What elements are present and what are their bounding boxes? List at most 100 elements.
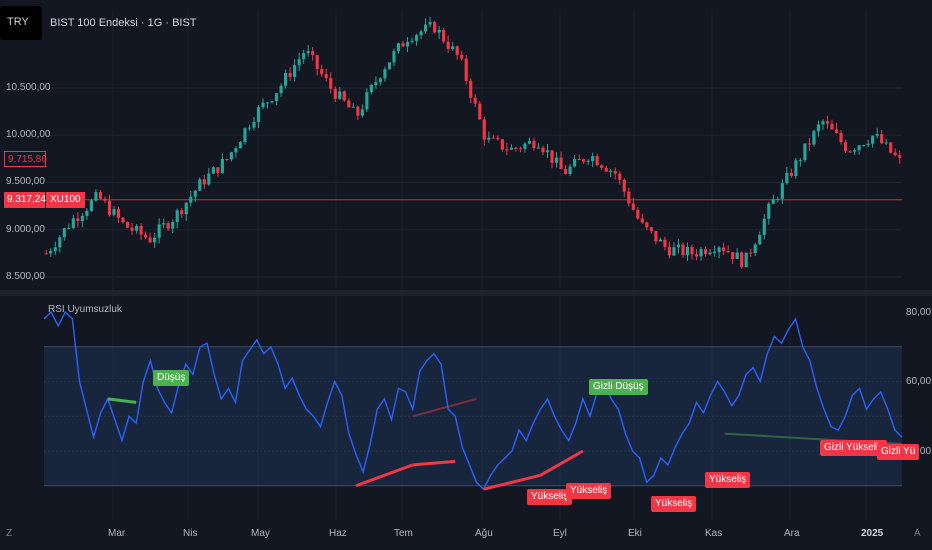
candle-down — [103, 198, 107, 201]
candle-up — [586, 160, 590, 162]
candle-up — [252, 121, 256, 128]
divergence-line-bull — [355, 463, 414, 488]
candle-up — [771, 199, 775, 204]
candle-down — [722, 247, 726, 251]
candle-down — [550, 150, 554, 163]
candle-up — [536, 147, 541, 149]
candle-down — [76, 218, 80, 222]
candle-up — [767, 203, 771, 219]
divergence-line-bear — [107, 397, 137, 404]
candle-up — [573, 159, 577, 167]
candle-up — [67, 228, 71, 230]
candle-up — [424, 24, 428, 32]
candle-down — [740, 252, 744, 268]
candle-down — [726, 250, 730, 253]
candle-down — [731, 252, 735, 259]
candle-up — [306, 51, 310, 54]
candle-down — [315, 55, 319, 69]
candle-down — [446, 41, 450, 49]
candle-up — [713, 251, 717, 253]
candle-up — [175, 210, 179, 222]
candle-up — [374, 82, 378, 85]
candle-down — [563, 168, 568, 175]
candle-up — [410, 40, 414, 43]
candle-up — [545, 150, 550, 153]
divergence-label-bull: Yükseliş — [705, 472, 751, 488]
candle-up — [383, 69, 387, 79]
divergence-label-bull: Yükseliş — [651, 496, 697, 512]
time-axis-label: Mar — [108, 528, 126, 539]
candle-down — [749, 252, 753, 254]
pane-divider[interactable] — [0, 290, 932, 296]
time-axis-label: Eki — [628, 528, 642, 539]
candle-down — [880, 134, 884, 144]
candle-down — [825, 121, 830, 124]
candle-up — [171, 221, 175, 229]
timezone-corner[interactable]: Z — [6, 528, 13, 539]
candle-down — [180, 210, 184, 215]
candle-up — [261, 102, 265, 108]
candle-up — [699, 249, 703, 257]
currency-badge[interactable]: TRY — [0, 6, 42, 40]
candle-up — [875, 134, 879, 136]
candle-up — [591, 156, 595, 161]
candle-down — [288, 73, 292, 77]
candle-down — [631, 203, 635, 210]
time-axis-label: Haz — [329, 528, 347, 539]
price-axis-label: 9.000,00 — [6, 224, 45, 235]
candle-up — [392, 51, 396, 63]
candle-down — [460, 54, 464, 59]
candle-up — [523, 143, 527, 149]
candle-down — [98, 192, 103, 199]
candle-up — [153, 237, 157, 243]
candle-down — [604, 167, 608, 172]
rsi-indicator-title[interactable]: RSI Uyumsuzluk — [48, 304, 122, 315]
candle-down — [455, 46, 459, 55]
candle-up — [247, 127, 252, 129]
candle-down — [107, 200, 112, 215]
candle-down — [622, 179, 626, 192]
candle-up — [360, 109, 364, 116]
candle-up — [762, 218, 766, 235]
last-price-tag: 9.317,24 — [4, 192, 46, 208]
rsi-plot — [43, 310, 903, 491]
candle-up — [265, 102, 270, 104]
divergence-label-bull: Yükseliş — [527, 489, 573, 505]
candle-down — [839, 133, 843, 143]
candle-down — [703, 249, 708, 255]
candle-down — [44, 253, 48, 255]
candle-down — [663, 239, 667, 247]
divergence-line-bull — [483, 473, 541, 491]
candle-up — [735, 252, 739, 259]
candle-down — [645, 222, 649, 228]
candle-down — [518, 148, 522, 150]
candle-down — [482, 119, 486, 140]
candle-up — [758, 234, 762, 245]
candle-up — [198, 179, 202, 191]
candle-down — [329, 78, 333, 89]
candle-up — [274, 93, 279, 102]
candle-down — [225, 158, 229, 160]
candle-down — [148, 237, 152, 243]
candle-up — [234, 148, 238, 153]
candle-up — [378, 78, 383, 83]
candle-down — [478, 103, 482, 120]
candle-down — [834, 129, 839, 134]
candle-down — [893, 152, 897, 156]
time-axis-label-year: 2025 — [861, 528, 884, 539]
candlesticks — [44, 16, 902, 270]
auto-scale-corner[interactable]: A — [914, 528, 921, 539]
candle-up — [134, 225, 139, 231]
candle-down — [320, 68, 324, 75]
candle-up — [80, 215, 84, 222]
candle-up — [487, 137, 491, 140]
price-axis-label: 9.500,00 — [6, 176, 45, 187]
candle-down — [130, 227, 134, 231]
candle-down — [681, 244, 685, 256]
candle-up — [94, 192, 98, 201]
candle-up — [220, 158, 224, 174]
candle-up — [184, 202, 188, 215]
candle-up — [785, 172, 789, 184]
